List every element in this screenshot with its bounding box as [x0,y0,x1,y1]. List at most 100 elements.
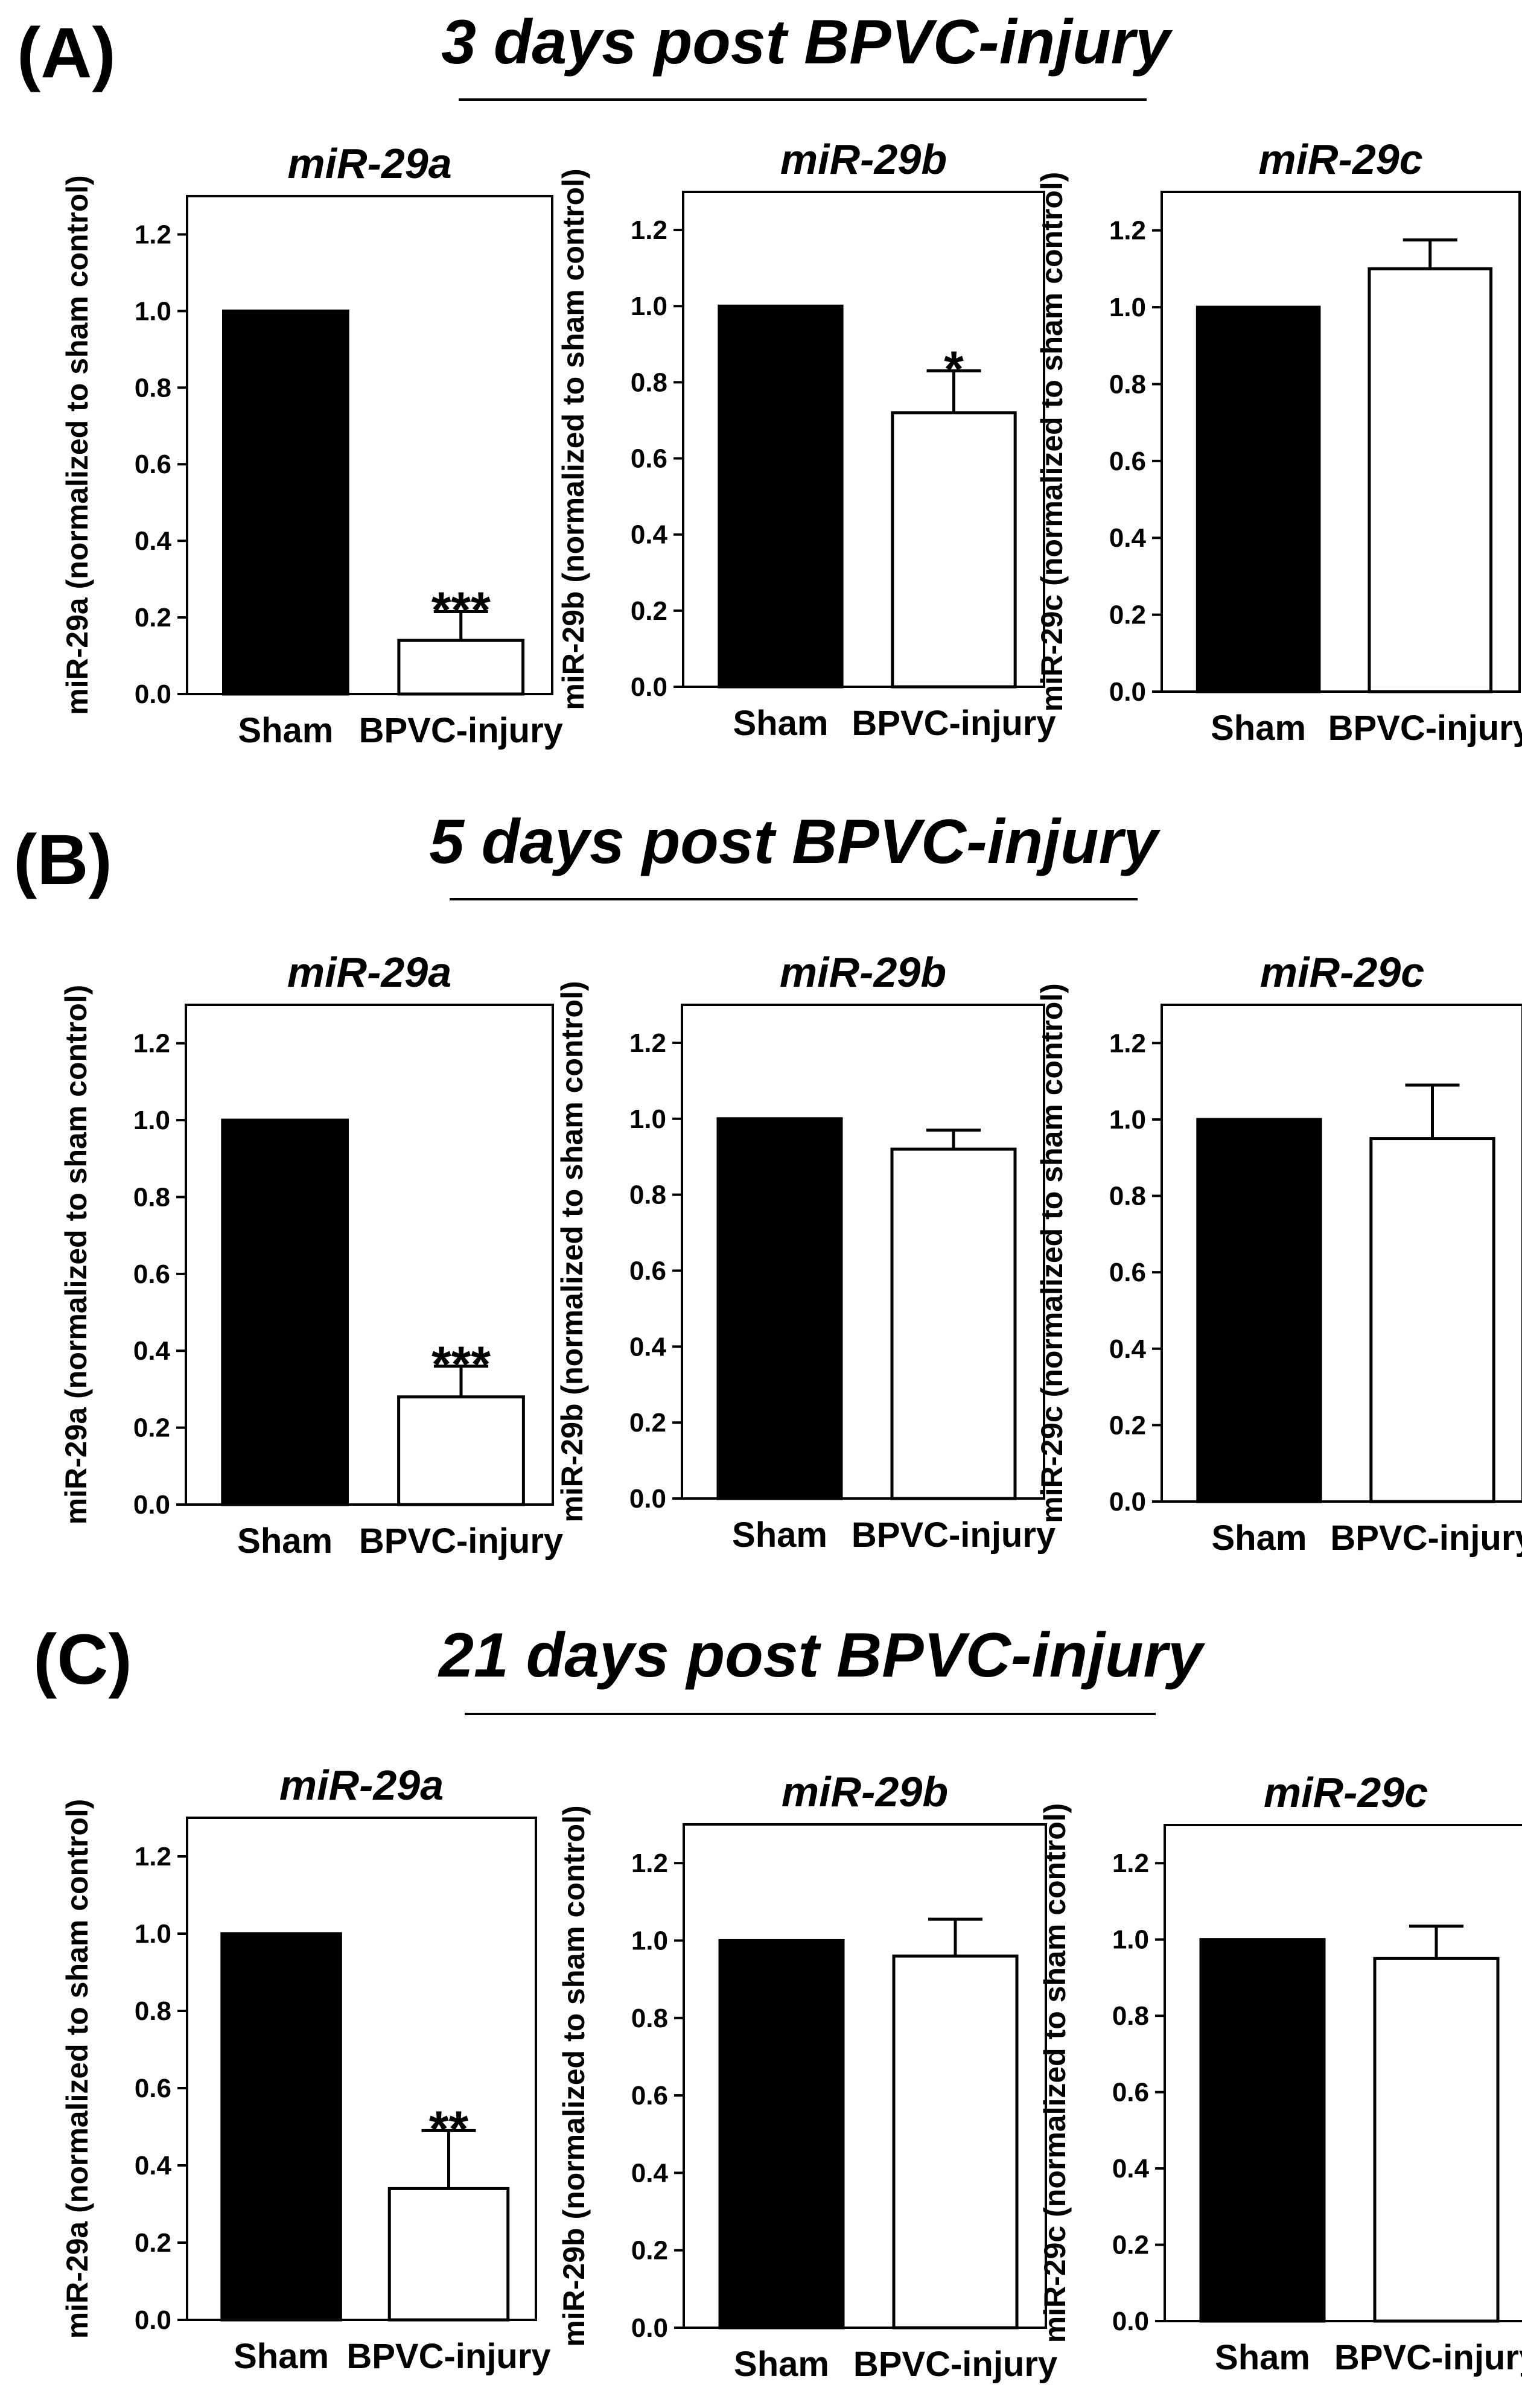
y-tick-label: 0.0 [135,2305,171,2335]
bar-bpvc-injury [397,639,525,696]
y-tick-label: 0.8 [1109,1182,1146,1211]
bar-bpvc-injury [397,1395,525,1506]
plot-frame [681,1004,1045,1500]
panel-letter: (C) [33,1620,132,1699]
plot-frame [682,191,1045,688]
y-tick-label: 0.8 [1112,2001,1149,2031]
bar-bpvc-injury [1368,267,1493,693]
y-tick-label: 0.2 [631,596,667,626]
category-label: BPVC-injury [359,711,563,750]
significance-marker: *** [431,1336,491,1393]
y-tick-label: 0.6 [1109,1258,1146,1287]
bar-sham [716,1117,843,1500]
y-axis-label: miR-29c (normalized to sham control) [1035,983,1069,1523]
bar-sham [718,304,844,689]
y-tick-label: 0.4 [1112,2154,1150,2183]
significance-marker: ** [429,2100,469,2157]
bar-bpvc-injury [1373,1957,1500,2323]
y-tick-label: 1.0 [1109,1105,1146,1135]
y-tick-label: 1.0 [631,291,667,321]
bar-bpvc-injury [387,2187,510,2322]
y-tick-label: 0.6 [135,2074,171,2103]
y-tick-label: 1.0 [133,1106,170,1135]
panel-heading: 3 days post BPVC-injury [441,7,1173,77]
y-tick-label: 1.2 [1109,1028,1146,1058]
bar-sham [222,309,349,696]
chart-title: miR-29b [780,136,947,183]
bar-bpvc-injury [892,1954,1019,2330]
y-tick-label: 0.4 [631,520,668,550]
y-tick-label: 0.0 [133,1490,170,1520]
chart-title: miR-29c [1264,1769,1428,1816]
y-tick-label: 0.2 [133,1413,170,1443]
y-tick-label: 1.2 [1109,216,1146,246]
y-tick-label: 0.0 [1109,1487,1146,1517]
chart-miR-29a: miR-29a miR-29a (normalized to sham contr… [60,140,563,750]
bar-sham [1196,305,1321,693]
category-label: BPVC-injury [1330,1518,1522,1558]
y-tick-label: 1.0 [1109,293,1146,322]
y-tick-label: 1.2 [631,1849,668,1878]
y-tick-label: 0.2 [135,2228,171,2258]
y-tick-label: 1.0 [631,1926,668,1955]
category-label: BPVC-injury [1328,709,1522,748]
chart-title: miR-29c [1260,949,1424,996]
panel-letter: (B) [13,820,112,900]
chart-miR-29c: miR-29c miR-29c (normalized to sham contr… [1035,136,1522,748]
y-tick-label: 1.0 [629,1104,666,1134]
significance-marker: *** [431,582,491,639]
y-tick-label: 0.8 [631,2004,668,2033]
y-tick-label: 1.0 [135,296,171,326]
y-tick-label: 0.4 [133,1336,171,1366]
chart-miR-29a: miR-29a miR-29a (normalized to sham contr… [59,949,563,1561]
y-tick-label: 0.4 [629,1332,667,1362]
panel-0: (A) 3 days post BPVC-injury miR-29amiR-29a… [17,7,1522,750]
y-tick-label: 1.2 [133,1029,170,1059]
chart-title: miR-29a [279,1762,444,1809]
y-tick-label: 1.2 [135,1842,171,1871]
chart-title: miR-29a [287,949,451,996]
panel-letter: (A) [17,13,116,93]
plot-frame [185,1004,554,1506]
category-label: Sham [1211,1518,1307,1558]
y-tick-label: 1.0 [135,1919,171,1949]
y-tick-label: 0.2 [1112,2231,1149,2260]
y-axis-label: miR-29b (normalized to sham control) [555,981,589,1522]
y-tick-label: 1.2 [631,215,667,245]
y-axis-label: miR-29b (normalized to sham control) [557,1805,591,2346]
category-label: Sham [732,1515,827,1555]
plot-frame [186,195,553,695]
panel-heading: 21 days post BPVC-injury [438,1620,1206,1690]
chart-miR-29b: miR-29b miR-29b (normalized to sham contr… [556,136,1056,743]
chart-miR-29b: miR-29b miR-29b (normalized to sham contr… [557,1768,1057,2384]
y-tick-label: 0.2 [135,603,171,632]
chart-miR-29b: miR-29b miR-29b (normalized to sham contr… [555,949,1056,1555]
bar-sham [1199,1938,1326,2323]
panel-1: (B) 5 days post BPVC-injury miR-29amiR-29a… [13,807,1522,1561]
bar-bpvc-injury [1369,1137,1495,1503]
y-tick-label: 0.2 [1109,600,1146,630]
category-label: BPVC-injury [853,2345,1057,2384]
y-tick-label: 0.0 [1109,677,1146,707]
panel-2: (C) 21 days post BPVC-injurymiR-29amiR-29… [33,1620,1522,2384]
category-label: BPVC-injury [852,704,1056,743]
chart-miR-29c: miR-29c miR-29c (normalized to sham contr… [1035,949,1522,1558]
chart-title: miR-29a [287,140,451,187]
chart-title: miR-29c [1258,136,1422,183]
y-tick-label: 1.2 [1112,1849,1149,1878]
plot-frame [1161,1004,1522,1503]
chart-miR-29a: miR-29a miR-29a (normalized to sham contr… [60,1762,551,2376]
panel-heading: 5 days post BPVC-injury [429,807,1161,877]
plot-frame [1161,191,1521,693]
y-tick-label: 0.0 [135,680,171,709]
y-tick-label: 0.8 [629,1180,666,1210]
y-axis-label: miR-29b (normalized to sham control) [556,168,590,710]
y-tick-label: 0.6 [1112,2078,1149,2107]
y-tick-label: 0.6 [631,444,667,474]
category-label: Sham [733,704,828,743]
y-tick-label: 0.4 [135,526,172,556]
y-tick-label: 0.0 [1112,2307,1149,2336]
bar-sham [221,1118,349,1506]
chart-miR-29c: miR-29c miR-29c (normalized to sham contr… [1038,1769,1522,2377]
bar-bpvc-injury [891,411,1017,689]
